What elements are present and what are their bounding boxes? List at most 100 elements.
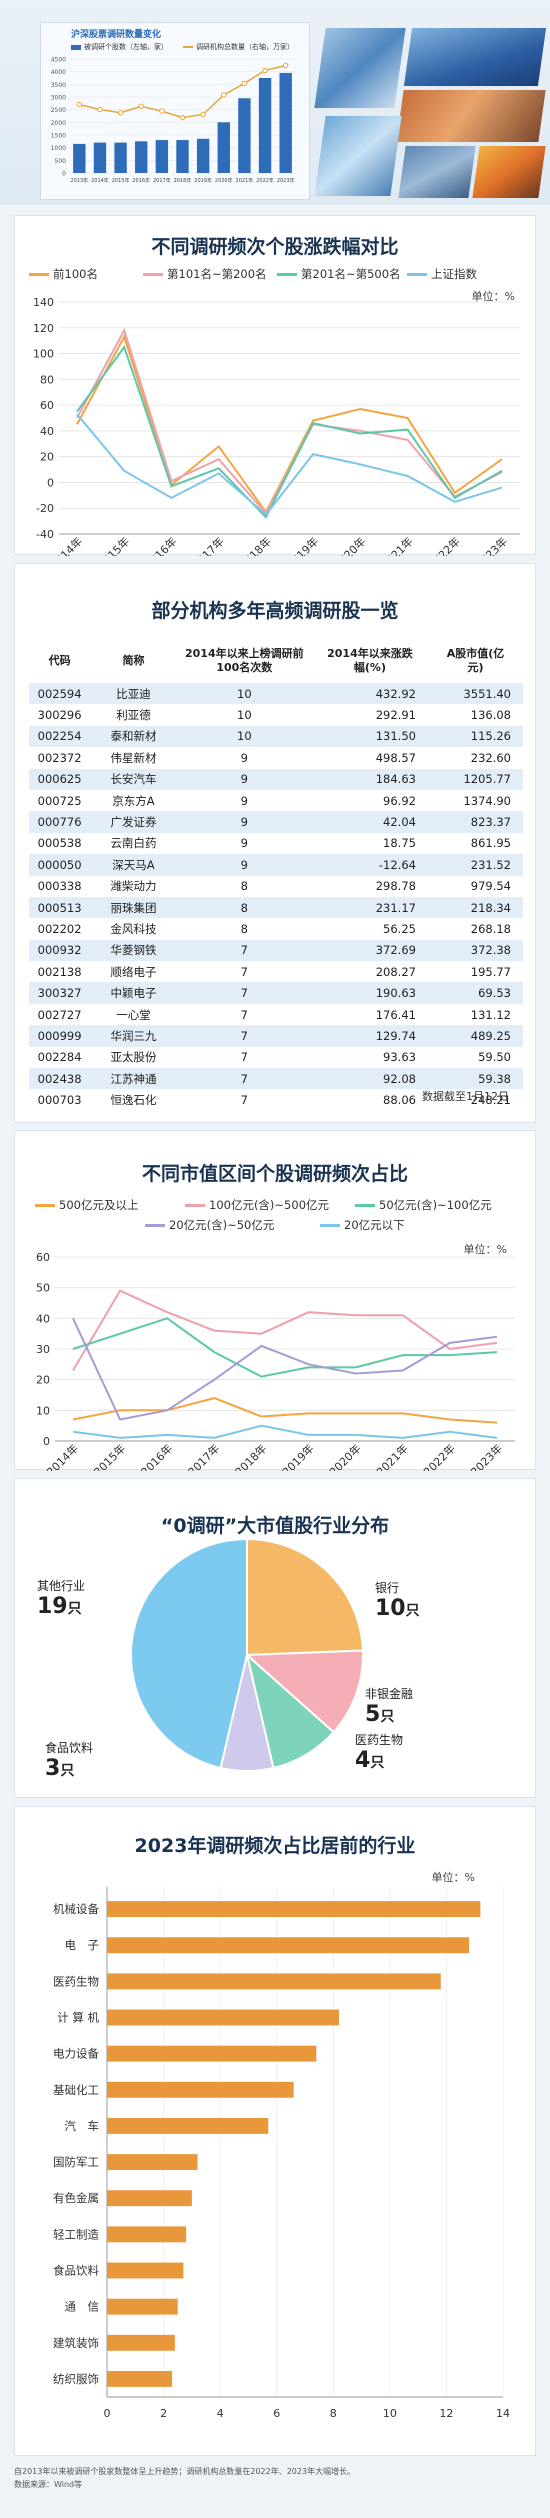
table-cell: 002594 — [37, 686, 82, 701]
header-line-point — [179, 114, 186, 121]
legend-item: 20亿元(含)~50亿元 — [145, 1217, 274, 1233]
header-ytick-label: 4500 — [51, 57, 66, 64]
table-row: 300296 利亚德 10 292.91 136.08 — [29, 704, 523, 726]
table-cell: 002438 — [37, 1071, 82, 1086]
header-line-point — [221, 92, 227, 98]
table-cell: 7 — [240, 1028, 248, 1043]
table-cell: 88.06 — [383, 1093, 416, 1108]
table-cell: 7 — [240, 1007, 248, 1022]
header-line-point — [200, 111, 206, 118]
table-cell: 69.53 — [478, 986, 511, 1001]
pie-label-count: 3只 — [45, 1756, 75, 1781]
hbar — [107, 2009, 339, 2026]
panel5-title: 2023年调研频次占比居前的行业 — [134, 1835, 416, 1857]
header-bar — [135, 141, 148, 173]
table-cell: 000513 — [37, 900, 82, 915]
table-cell: 3551.40 — [463, 686, 511, 701]
table-cell: 96.92 — [383, 793, 416, 808]
panel3-legend: 500亿元及以上 100亿元(含)~500亿元 50亿元(含)~100亿元 20亿元(… — [15, 1197, 535, 1237]
table-cell: 292.91 — [375, 708, 416, 723]
table-cell: 金风科技 — [110, 921, 157, 936]
footer-line1: 自2013年以来被调研个股家数整体呈上升趋势；调研机构总数量在2022年、202… — [14, 2467, 356, 2476]
table-cell: 京东方A — [112, 793, 155, 808]
table-cell: 300296 — [37, 708, 82, 723]
xtick-label: 2016年 — [142, 534, 179, 556]
header-legend-line-label: 调研机构总数量（右轴，万家） — [196, 43, 294, 51]
table-cell: 218.34 — [470, 900, 511, 915]
xtick-label: 2017年 — [189, 534, 226, 556]
hbar — [107, 2262, 184, 2279]
xtick-label: 2021年 — [373, 1441, 410, 1471]
table-cell: 9 — [240, 750, 248, 765]
header-bar — [196, 138, 210, 173]
header-chart-title: 沪深股票调研数量变化 — [71, 30, 162, 40]
col-mktcap: A股市值(亿元) — [446, 647, 505, 674]
table-cell: 000999 — [37, 1028, 82, 1043]
header-ytick-label: 1000 — [51, 145, 66, 152]
header-bar — [155, 140, 169, 173]
table-cell: 56.25 — [383, 921, 416, 936]
category-label: 建筑装饰 — [53, 2336, 99, 2350]
table-cell: 丽珠集团 — [110, 900, 157, 915]
pie-label-name: 医药生物 — [355, 1733, 404, 1747]
table-cell: 000725 — [37, 793, 82, 808]
category-label: 电力设备 — [53, 2047, 99, 2061]
table-header: 代码 简称 2014年以来上榜调研前100名次数 2014年以来涨跌幅(%) A… — [29, 639, 523, 683]
header-line-point — [262, 67, 268, 74]
line-series — [72, 1317, 498, 1378]
panel-industry-share: 2023年调研频次占比居前的行业 单位：% 0 2 4 6 8 10 12 14 机械设备电 子… — [14, 1806, 536, 2456]
pie-label-unit: 只 — [380, 1709, 395, 1725]
header-ytick-label: 2500 — [51, 107, 66, 114]
panel4-pie — [130, 1537, 364, 1772]
line-series — [72, 1424, 498, 1439]
line-series — [76, 344, 503, 519]
table-cell: 59.38 — [478, 1071, 511, 1086]
xtick-label: 2018年 — [237, 534, 274, 556]
footer-line2: 数据来源：Wind等 — [14, 2480, 83, 2489]
line-series — [72, 1317, 498, 1421]
header-legend-bar-label: 被调研个股数（左轴，家） — [84, 43, 168, 51]
table-row: 002594 比亚迪 10 432.92 3551.40 — [29, 683, 523, 705]
col-code: 代码 — [48, 654, 71, 667]
table-cell: 42.04 — [383, 815, 416, 830]
photo-factory — [396, 90, 546, 142]
panel2-title: 部分机构多年高频调研股一览 — [151, 600, 399, 622]
photo-rail — [398, 146, 476, 198]
legend-label: 20亿元(含)~50亿元 — [169, 1218, 275, 1232]
table-cell: 190.63 — [375, 986, 416, 1001]
header-bar — [114, 142, 127, 173]
xtick-label: 12 — [439, 2407, 453, 2420]
xtick-label: 2020年 — [326, 1441, 363, 1471]
line-series — [72, 1289, 498, 1372]
category-label: 食品饮料 — [53, 2264, 99, 2278]
legend-swatch — [145, 1223, 165, 1227]
header-xtick-label: 2021年 — [236, 177, 254, 184]
table-cell: 232.60 — [470, 750, 511, 765]
category-label: 机械设备 — [53, 1902, 99, 1916]
photo-lab — [314, 28, 406, 108]
panel-zero-survey: “0调研”大市值股行业分布 银行 10只 非银金融 5只 医药生物 4只 食品饮料 3只 其他行… — [14, 1478, 536, 1798]
table-cell: 华菱钢铁 — [110, 943, 157, 958]
xtick-label: 2015年 — [91, 1441, 128, 1471]
header-xtick-label: 2023年 — [277, 177, 295, 184]
header-xtick-label: 2015年 — [112, 177, 130, 184]
hbar — [107, 2154, 198, 2171]
table-row: 000625 长安汽车 9 184.63 1205.77 — [29, 768, 523, 790]
legend-label: 前100名 — [53, 267, 98, 281]
pie-label: 银行 10只 — [375, 1579, 420, 1621]
header-xtick-label: 2017年 — [153, 177, 171, 184]
table-cell: 000776 — [37, 815, 82, 830]
table-cell: 8 — [240, 900, 248, 915]
table-cell: 000538 — [37, 836, 82, 851]
table-cell: 9 — [240, 815, 248, 830]
header-ytick-label: 1500 — [51, 133, 66, 140]
ytick-label: 100 — [33, 348, 54, 361]
table-cell: 7 — [240, 943, 248, 958]
table-cell: 7 — [240, 986, 248, 1001]
legend-item: 第201名~第500名 — [277, 266, 401, 282]
table-cell: 亚太股份 — [110, 1050, 157, 1065]
xtick-label: 2015年 — [95, 534, 132, 556]
panel-cap-share: 不同市值区间个股调研频次占比 500亿元及以上 100亿元(含)~500亿元 50亿… — [14, 1130, 536, 1471]
table-cell: 7 — [240, 1093, 248, 1108]
